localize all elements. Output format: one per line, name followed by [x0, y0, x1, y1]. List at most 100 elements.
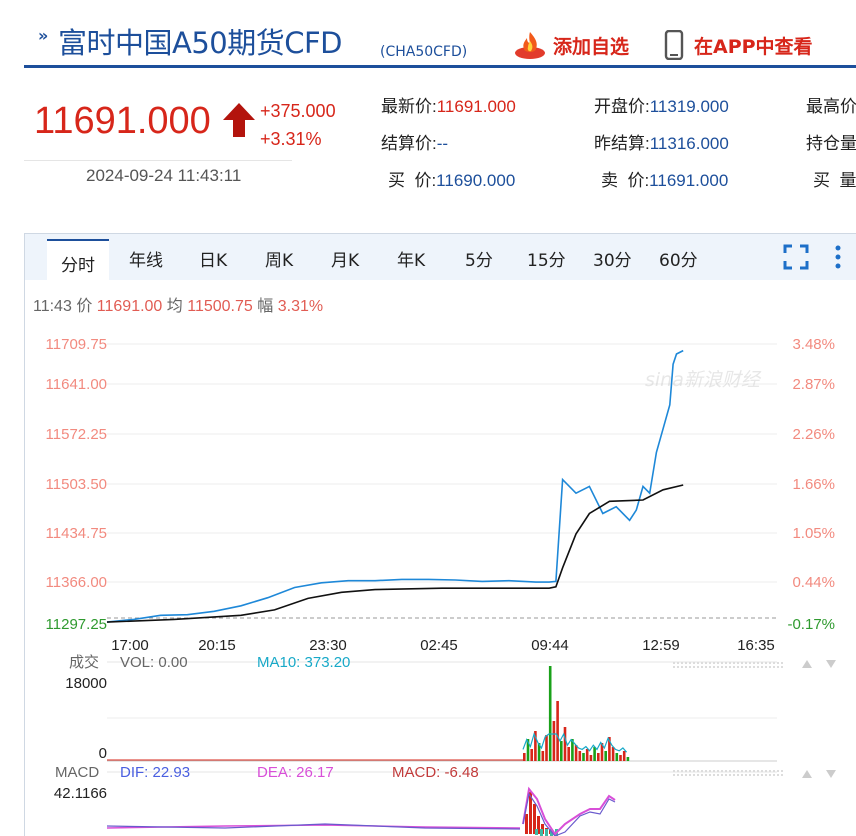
stat-high: 最高价: [806, 97, 856, 116]
volume-ymin: 0: [99, 745, 107, 762]
y-tick-label: 11572.25: [46, 426, 107, 443]
volume-value: VOL: 0.00: [120, 654, 188, 671]
tab-monthly-k[interactable]: 月K: [331, 251, 360, 271]
intraday-chart[interactable]: sina新浪财经 11709.75 11641.00 11572.25 11503.5…: [25, 234, 856, 836]
volume-bar: [534, 731, 537, 761]
pct-tick-label: 1.05%: [792, 525, 835, 542]
tab-60min[interactable]: 60分: [659, 251, 698, 271]
x-tick-label: 20:15: [198, 637, 236, 654]
open-in-app-button[interactable]: 在APP中查看: [664, 30, 813, 60]
page-title: 富时中国A50期货CFD: [58, 26, 343, 60]
volume-ymax: 18000: [65, 675, 107, 692]
volume-bar: [560, 741, 563, 761]
volume-bar: [556, 701, 559, 761]
volume-bar: [622, 751, 626, 761]
volume-bar: [552, 721, 556, 761]
divider: [24, 160, 292, 161]
dif-line-active: [522, 792, 616, 836]
macd-bar: [525, 814, 528, 834]
volume-ma10: MA10: 373.20: [257, 654, 350, 671]
y-tick-label: 11641.00: [46, 376, 107, 393]
stat-open-interest: 持仓量: [806, 134, 856, 153]
symbol-code: (CHA50CFD): [380, 44, 468, 60]
period-tabs: 分时 年线 日K 周K 月K 年K 5分 15分 30分 60分: [25, 234, 856, 280]
stat-prev-settlement: 昨结算:11316.000: [594, 134, 729, 153]
pct-tick-label: 3.48%: [792, 336, 835, 353]
dea-line: [106, 824, 521, 829]
tab-15min[interactable]: 15分: [527, 251, 566, 271]
pct-tick-label: -0.17%: [787, 616, 835, 633]
chart-panel: 分时 年线 日K 周K 月K 年K 5分 15分 30分 60分 11:43 价…: [24, 233, 856, 836]
tab-30min[interactable]: 30分: [593, 251, 632, 271]
phone-icon: [664, 30, 684, 60]
more-menu-icon[interactable]: [833, 244, 843, 270]
stat-ask: 卖 价:11691.000: [601, 171, 729, 190]
volume-bar: [604, 751, 607, 761]
y-tick-label: 11709.75: [46, 336, 107, 353]
tab-5min[interactable]: 5分: [465, 251, 493, 271]
y-tick-label: 11366.00: [46, 574, 107, 591]
macd-bar: [537, 816, 540, 834]
tab-intraday[interactable]: 分时: [47, 239, 109, 280]
tab-daily-k[interactable]: 日K: [199, 251, 228, 271]
dif-line: [106, 823, 521, 830]
stat-latest: 最新价:11691.000: [381, 97, 516, 116]
last-price: 11691.000: [34, 100, 211, 142]
macd-scroll-icons[interactable]: [802, 770, 836, 778]
change-percent: +3.31%: [260, 129, 322, 149]
quote-datetime: 2024-09-24 11:43:11: [86, 166, 242, 185]
volume-bar: [526, 739, 530, 761]
tab-weekly-k[interactable]: 周K: [265, 251, 294, 271]
price-line: [106, 349, 684, 623]
chevron-right-icon: »: [38, 26, 49, 45]
volume-bar: [600, 743, 604, 761]
tab-yearly-k[interactable]: 年K: [397, 251, 426, 271]
add-watchlist-button[interactable]: 添加自选: [514, 30, 629, 60]
volume-bar: [582, 753, 585, 761]
volume-bar: [585, 749, 589, 761]
sina-watermark: sina新浪财经: [645, 369, 762, 391]
y-tick-label: 11297.25: [46, 616, 107, 633]
volume-label: 成交: [69, 653, 99, 671]
svg-text:sina新浪财经: sina新浪财经: [645, 369, 762, 391]
pct-tick-label: 0.44%: [792, 574, 835, 591]
tab-year-line[interactable]: 年线: [129, 251, 163, 271]
macd-bar: [535, 829, 538, 835]
volume-bar: [619, 755, 622, 761]
price-change: +375.000 +3.31%: [260, 97, 336, 153]
stat-open: 开盘价:11319.000: [594, 97, 729, 116]
x-tick-label: 17:00: [111, 637, 149, 654]
volume-bar: [608, 737, 611, 761]
volume-bar: [597, 753, 600, 761]
x-tick-label: 23:30: [309, 637, 347, 654]
volume-bar: [541, 751, 545, 761]
pct-tick-label: 2.87%: [792, 376, 835, 393]
open-in-app-label: 在APP中查看: [694, 35, 813, 58]
volume-scroll-icons[interactable]: [802, 660, 836, 668]
volume-bar: [578, 751, 582, 761]
stat-bid-volume: 买 量: [813, 171, 856, 190]
macd-ymax: 42.1166: [54, 785, 107, 802]
change-value: +375.000: [260, 101, 336, 121]
volume-bar: [545, 735, 548, 761]
volume-bar: [567, 747, 570, 761]
macd-dea: DEA: 26.17: [257, 764, 334, 781]
macd-bar: [529, 792, 532, 834]
average-line: [106, 484, 684, 623]
x-tick-label: 02:45: [420, 637, 458, 654]
page-header: » 富时中国A50期货CFD (CHA50CFD) 添加自选 在APP中查看: [24, 0, 856, 68]
macd-dif: DIF: 22.93: [120, 764, 190, 781]
fullscreen-icon[interactable]: [783, 244, 809, 270]
macd-bar: [533, 804, 536, 834]
volume-bar: [611, 747, 615, 761]
volume-bar: [563, 727, 567, 761]
up-arrow-icon: [223, 103, 255, 137]
volume-bar: [615, 753, 619, 761]
y-tick-label: 11503.50: [46, 476, 107, 493]
x-tick-label: 12:59: [642, 637, 680, 654]
y-tick-label: 11434.75: [46, 525, 107, 542]
crosshair-info: 11:43 价 11691.00 均 11500.75 幅 3.31%: [33, 298, 324, 315]
macd-bar: [545, 829, 548, 836]
macd-value: MACD: -6.48: [392, 764, 479, 781]
volume-bar: [574, 745, 578, 761]
